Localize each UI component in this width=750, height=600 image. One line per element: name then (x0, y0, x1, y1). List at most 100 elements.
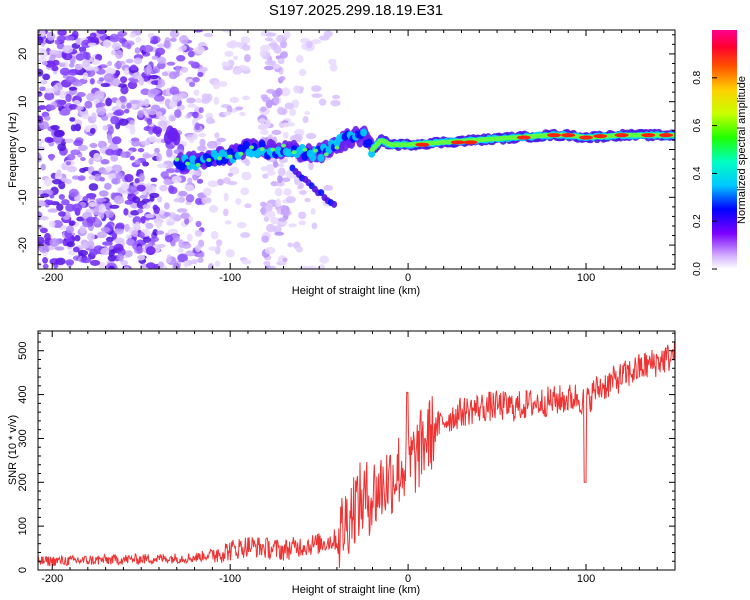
noise-blob (105, 166, 113, 173)
ridge-hotspot (641, 133, 656, 138)
ridge-core (248, 149, 256, 158)
noise-blob (137, 147, 145, 153)
noise-blob (115, 172, 123, 180)
noise-blob (167, 228, 179, 235)
noise-blob (280, 50, 289, 59)
noise-blob (146, 262, 156, 269)
noise-blob (224, 220, 232, 225)
ridge-core (195, 162, 201, 167)
noise-blob (68, 63, 75, 68)
noise-blob (235, 41, 243, 48)
ridge-core (313, 148, 319, 153)
noise-blob (134, 221, 140, 230)
noise-blob (306, 265, 317, 269)
noise-blob (44, 88, 54, 94)
noise-blob (38, 47, 46, 53)
noise-blob (215, 239, 223, 247)
noise-blob (330, 99, 341, 107)
noise-blob (181, 212, 190, 220)
noise-blob (89, 259, 101, 266)
noise-blob (302, 115, 309, 124)
noise-blob (166, 217, 176, 226)
colorbar-tick-label: 0.0 (692, 262, 703, 276)
noise-blob (110, 149, 122, 156)
colorbar-tick-label: 0.4 (692, 166, 703, 180)
noise-blob (75, 53, 85, 61)
noise-blob (224, 50, 234, 57)
ridge-hotspot (547, 133, 562, 138)
noise-blob (96, 106, 107, 116)
noise-blob (260, 166, 269, 172)
noise-blob (93, 152, 101, 161)
noise-blob (208, 205, 219, 213)
noise-blob (285, 122, 296, 127)
noise-blob (158, 115, 167, 121)
noise-blob (123, 265, 130, 269)
noise-blob (79, 225, 87, 234)
noise-blob (156, 230, 165, 235)
noise-blob (137, 110, 144, 118)
x-tick-label: 100 (577, 272, 595, 284)
noise-blob (265, 37, 274, 42)
noise-blob (236, 221, 247, 229)
noise-blob (72, 203, 83, 213)
noise-blob (119, 76, 128, 84)
noise-blob (132, 196, 141, 204)
noise-blob (280, 204, 287, 211)
noise-blob (62, 45, 74, 54)
noise-blob (299, 190, 307, 195)
noise-blob (138, 76, 145, 86)
noise-blob (48, 153, 54, 161)
noise-blob (235, 106, 244, 111)
noise-blob (77, 175, 86, 181)
noise-blob (117, 83, 128, 88)
y-tick-label: 20 (17, 48, 29, 60)
noise-blob (51, 178, 62, 185)
snr-frame (37, 330, 676, 571)
noise-blob (87, 240, 95, 249)
noise-blob (49, 258, 60, 265)
noise-blob (266, 170, 276, 176)
noise-blob (283, 188, 292, 196)
ridge-core (317, 153, 325, 162)
noise-blob (223, 192, 229, 202)
spectrogram-x-ticks: -200 -100 0 100 (41, 30, 676, 284)
noise-blob (80, 156, 86, 162)
noise-blob (192, 76, 200, 83)
noise-blob (58, 211, 66, 217)
noise-blob (140, 216, 146, 224)
noise-blob (328, 58, 337, 65)
noise-blob (42, 61, 48, 66)
noise-blob (42, 256, 49, 264)
ridge-core (281, 143, 287, 148)
noise-blob (109, 33, 119, 43)
noise-blob (66, 241, 75, 248)
noise-blob (89, 127, 96, 134)
ridge-branch (331, 200, 338, 208)
noise-blob (171, 175, 182, 184)
noise-blob (178, 92, 188, 99)
noise-blob (311, 85, 322, 92)
y-tick-label: 100 (17, 517, 29, 535)
spectrogram-y-axis-label: Frequency (Hz) (7, 112, 19, 188)
noise-blob (54, 246, 65, 251)
y-tick-label: -20 (17, 237, 29, 253)
noise-blob (104, 182, 112, 190)
noise-blob (258, 118, 266, 124)
noise-blob (199, 66, 208, 72)
noise-blob (77, 144, 88, 152)
noise-blob (93, 66, 99, 73)
noise-blob (136, 245, 143, 254)
noise-blob (56, 203, 64, 211)
noise-blob (65, 76, 77, 83)
noise-blob (155, 111, 163, 117)
noise-blob (99, 177, 105, 182)
noise-blob (139, 231, 145, 239)
noise-blob (38, 262, 42, 268)
noise-blob (156, 163, 168, 169)
noise-blob (142, 45, 154, 53)
noise-blob (304, 197, 311, 203)
noise-blob (56, 35, 66, 42)
noise-blob (38, 36, 44, 44)
